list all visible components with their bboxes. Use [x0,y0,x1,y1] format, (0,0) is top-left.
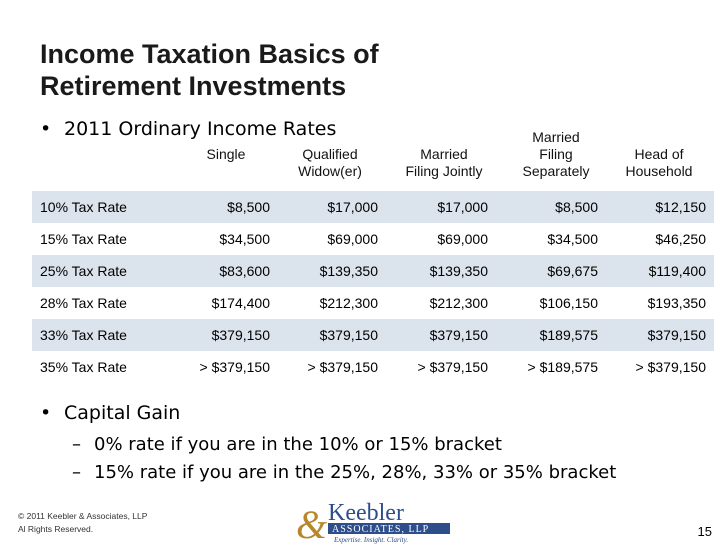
cell-single: $8,500 [227,199,270,215]
cell-single: > $379,150 [199,359,270,375]
slide-title: Income Taxation Basics of Retirement Inv… [40,38,560,102]
col-header-line: Qualified [302,146,358,162]
page-number: 15 [697,524,712,539]
cell-married-jointly: $139,350 [429,263,488,279]
cell-single: $379,150 [211,327,270,343]
cell-married-separately: $69,675 [547,263,598,279]
cell-married-separately: $106,150 [539,295,598,311]
keebler-logo: & Keebler ASSOCIATES, LLP Expertise. Ins… [296,500,450,544]
bullet-capital-gain-text: Capital Gain [64,402,181,424]
cell-married-separately: $189,575 [539,327,598,343]
cell-head-of-household: $119,400 [648,263,706,279]
row-label: 33% Tax Rate [40,327,127,343]
col-header-line: Filing [539,146,573,162]
logo-ampersand: & [296,502,327,544]
logo-associates: ASSOCIATES, LLP [332,524,429,535]
col-header-line: Household [625,163,693,179]
col-header-line: Widow(er) [298,163,362,179]
cell-married-jointly: $17,000 [437,199,488,215]
col-header-head-of-household: Head of Household [612,146,706,180]
cell-qualified-widower: $212,300 [319,295,378,311]
bullet-ordinary-income: • 2011 Ordinary Income Rates [40,118,336,140]
cell-qualified-widower: $17,000 [327,199,378,215]
col-header-qualified-widower: Qualified Widow(er) [282,146,378,180]
cell-head-of-household: > $379,150 [635,359,706,375]
bullet-capital-gain: • Capital Gain [40,402,180,424]
row-label: 10% Tax Rate [40,199,127,215]
row-label: 28% Tax Rate [40,295,127,311]
cell-married-jointly: $69,000 [437,231,488,247]
cell-married-jointly: > $379,150 [417,359,488,375]
sub-bullet-fifteen-rate-text: 15% rate if you are in the 25%, 28%, 33%… [94,462,617,483]
cell-head-of-household: $12,150 [655,199,706,215]
cell-married-jointly: $212,300 [429,295,488,311]
col-header-married-jointly: Married Filing Jointly [388,146,500,180]
col-header-line: Filing Jointly [405,163,483,179]
copyright-line-2: Al Rights Reserved. [18,524,94,534]
col-header-line: Single [206,146,246,162]
cell-qualified-widower: $69,000 [327,231,378,247]
cell-qualified-widower: $379,150 [319,327,378,343]
col-header-single: Single [186,146,266,163]
table-row: 25% Tax Rate $83,600 $139,350 $139,350 $… [32,255,714,287]
cell-qualified-widower: $139,350 [319,263,378,279]
logo-tagline: Expertise. Insight. Clarity. [333,536,408,544]
cell-head-of-household: $46,250 [655,231,706,247]
sub-bullet-zero-rate-text: 0% rate if you are in the 10% or 15% bra… [94,434,502,455]
sub-bullet-fifteen-rate: –15% rate if you are in the 25%, 28%, 33… [72,462,616,483]
table-row: 33% Tax Rate $379,150 $379,150 $379,150 … [32,319,714,351]
bullet-ordinary-income-text: 2011 Ordinary Income Rates [64,118,337,140]
dash-marker: – [72,462,81,483]
logo-band [328,523,450,534]
bullet-dot: • [40,402,52,424]
col-header-line: Separately [522,163,590,179]
cell-married-separately: > $189,575 [527,359,598,375]
cell-married-separately: $8,500 [555,199,598,215]
cell-head-of-household: $193,350 [647,295,706,311]
copyright-line-1: © 2011 Keebler & Associates, LLP [18,511,148,521]
table-row: 35% Tax Rate > $379,150 > $379,150 > $37… [32,351,714,383]
cell-single: $83,600 [219,263,270,279]
dash-marker: – [72,434,81,455]
tax-rate-table: 10% Tax Rate $8,500 $17,000 $17,000 $8,5… [32,191,714,383]
bullet-dot: • [40,118,52,140]
table-row: 15% Tax Rate $34,500 $69,000 $69,000 $34… [32,223,714,255]
col-header-line: Married [420,146,468,162]
col-header-line: Head of [634,146,684,162]
cell-married-separately: $34,500 [547,231,598,247]
cell-qualified-widower: > $379,150 [307,359,378,375]
table-row: 28% Tax Rate $174,400 $212,300 $212,300 … [32,287,714,319]
cell-married-jointly: $379,150 [429,327,488,343]
row-label: 35% Tax Rate [40,359,127,375]
cell-single: $34,500 [219,231,270,247]
logo-name: Keebler [328,500,404,526]
col-header-married-separately: Married Filing Separately [500,129,612,180]
sub-bullet-zero-rate: –0% rate if you are in the 10% or 15% br… [72,434,502,455]
row-label: 15% Tax Rate [40,231,127,247]
table-row: 10% Tax Rate $8,500 $17,000 $17,000 $8,5… [32,191,714,223]
row-label: 25% Tax Rate [40,263,127,279]
title-line-2: Retirement Investments [40,71,347,101]
cell-head-of-household: $379,150 [647,327,706,343]
copyright-notice: © 2011 Keebler & Associates, LLP Al Righ… [18,510,147,536]
title-line-1: Income Taxation Basics of [40,39,379,69]
col-header-line: Married [532,129,580,145]
cell-single: $174,400 [211,295,270,311]
